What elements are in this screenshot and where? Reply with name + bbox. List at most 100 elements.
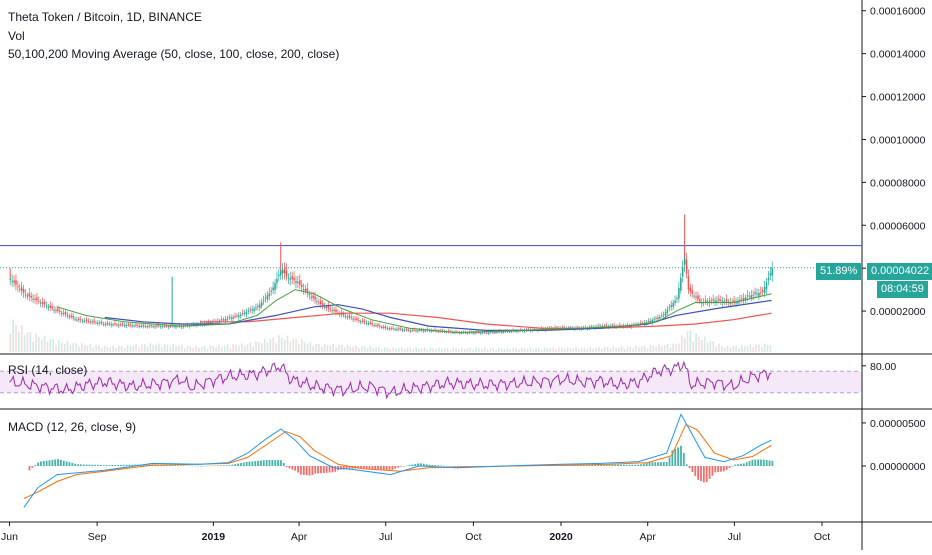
candle-body <box>670 305 673 307</box>
volume-bar <box>295 338 297 352</box>
candle-body <box>158 325 160 327</box>
macd-histogram-bar <box>334 466 337 472</box>
volume-bar <box>601 349 603 352</box>
macd-histogram-bar <box>245 462 248 466</box>
volume-bar <box>475 347 477 352</box>
change-percent-tag: 51.89% <box>816 263 862 280</box>
volume-bar <box>472 349 475 352</box>
volume-bar <box>412 348 415 352</box>
price-tick-label: 0.00016000 <box>870 6 926 18</box>
volume-bar <box>266 342 269 352</box>
candle-body <box>645 322 648 324</box>
candle-body <box>97 322 99 324</box>
candle-body <box>34 298 36 300</box>
candle-body <box>401 329 404 331</box>
volume-bar <box>15 325 17 352</box>
macd-histogram-bar <box>280 460 282 466</box>
time-tick-label: Apr <box>291 531 308 543</box>
candle-body <box>300 284 303 288</box>
volume-bar <box>695 333 697 352</box>
macd-histogram-bar <box>388 466 391 470</box>
volume-bar <box>395 348 397 352</box>
candle-body <box>356 317 358 320</box>
macd-histogram-bar <box>311 466 314 475</box>
macd-histogram-bar <box>282 462 285 466</box>
volume-bar <box>118 345 120 352</box>
volume-bar <box>549 348 552 352</box>
candle-body <box>729 302 732 304</box>
candle-body <box>495 332 497 334</box>
volume-bar <box>403 349 406 352</box>
volume-bar <box>518 349 520 352</box>
candle-body <box>695 296 697 298</box>
candle-body <box>57 308 59 312</box>
volume-bar <box>721 345 723 352</box>
volume-bar <box>683 337 686 352</box>
volume-bar <box>546 348 549 352</box>
macd-histogram-bar <box>300 466 302 475</box>
macd-histogram-bar <box>85 464 88 466</box>
macd-histogram-bar <box>397 466 399 468</box>
candle-body <box>259 304 261 308</box>
volume-bar <box>72 343 74 352</box>
candle-body <box>400 328 402 330</box>
candle-body <box>501 331 503 333</box>
volume-bar <box>260 342 263 352</box>
macd-histogram-bar <box>657 462 660 466</box>
time-tick-label: Jun <box>1 531 18 543</box>
candle-body <box>611 325 613 327</box>
candle-body <box>154 326 156 328</box>
macd-histogram-bar <box>77 464 79 466</box>
volume-bar <box>612 346 615 352</box>
candle-body <box>668 307 671 309</box>
volume-bar <box>541 349 543 352</box>
volume-bar <box>309 341 312 352</box>
candle-body <box>346 316 349 318</box>
candle-body <box>247 311 250 313</box>
macd-histogram-bar <box>71 462 74 466</box>
candle-body <box>135 324 137 326</box>
volume-bar <box>712 341 715 352</box>
macd-histogram-bar <box>191 465 194 467</box>
macd-histogram-bar <box>214 465 217 467</box>
candle-body <box>445 331 448 333</box>
candle-body <box>676 298 678 300</box>
macd-histogram-bar <box>640 464 642 466</box>
macd-histogram-bar <box>465 466 468 467</box>
macd-histogram-bar <box>240 463 242 466</box>
volume-bar <box>635 345 637 352</box>
candle-body <box>89 321 92 323</box>
macd-histogram-bar <box>451 466 454 467</box>
candle-body <box>600 326 602 328</box>
candle-body <box>424 330 427 332</box>
macd-histogram-bar <box>591 464 594 466</box>
candle-body <box>483 331 486 333</box>
volume-bar <box>583 347 586 352</box>
macd-histogram-bar <box>754 459 757 466</box>
volume-bar <box>378 346 380 352</box>
candle-body <box>321 303 324 306</box>
volume-bar <box>318 343 320 352</box>
candle-body <box>264 297 267 299</box>
macd-histogram-bar <box>391 466 394 470</box>
candle-body <box>110 324 112 326</box>
volume-bar <box>755 344 757 352</box>
macd-histogram-bar <box>145 464 148 466</box>
macd-histogram-bar <box>208 465 211 467</box>
volume-bar <box>240 343 243 352</box>
macd-histogram-bar <box>694 466 697 476</box>
macd-histogram-bar <box>177 465 179 466</box>
volume-bar <box>78 346 80 352</box>
volume-bar <box>563 349 566 352</box>
volume-bar <box>743 346 746 352</box>
candle-body <box>116 324 118 326</box>
candle-body <box>481 332 484 334</box>
volume-bar <box>486 349 489 352</box>
macd-histogram-bar <box>91 464 94 466</box>
volume-bar <box>189 346 192 352</box>
candle-body <box>276 278 278 284</box>
candle-body <box>310 296 313 298</box>
candle-body <box>137 325 139 327</box>
